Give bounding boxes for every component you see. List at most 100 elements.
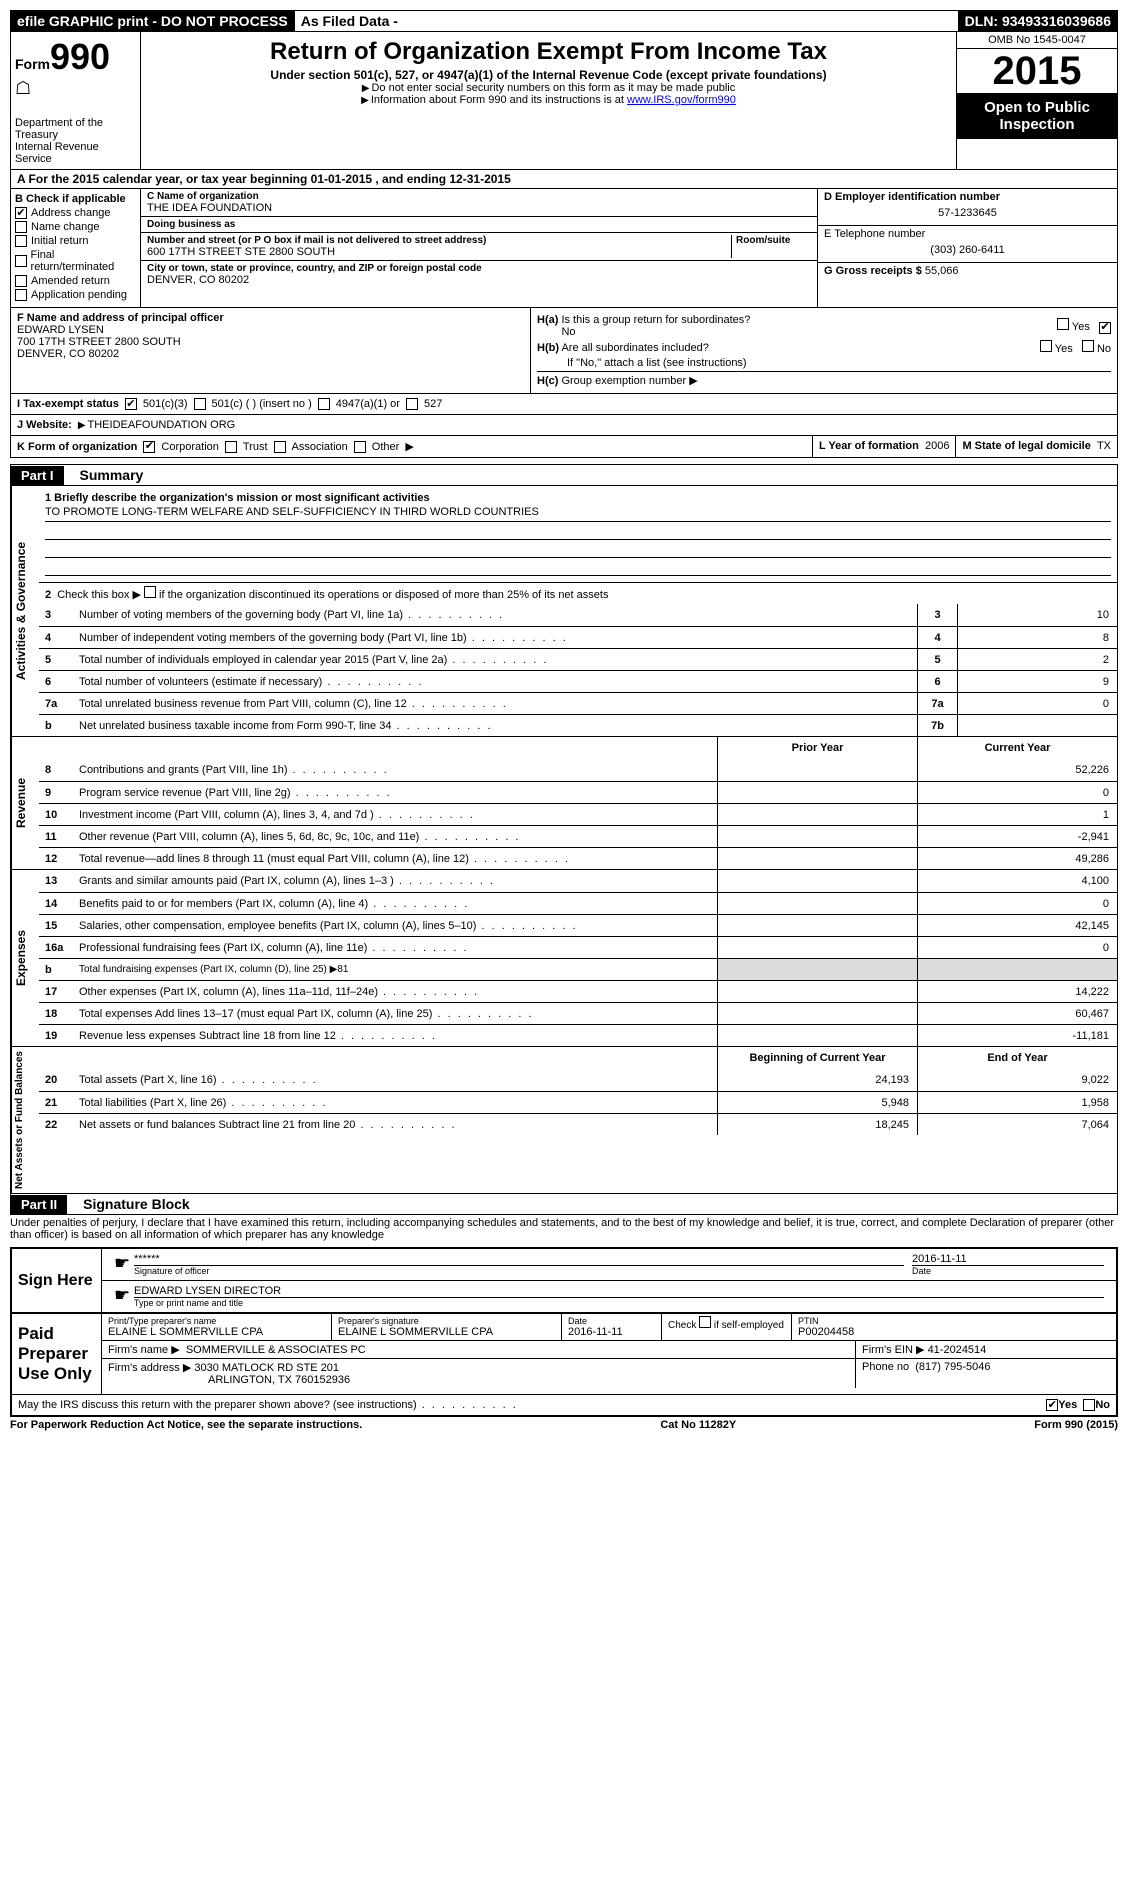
summary-line: 5 Total number of individuals employed i… [39,648,1117,670]
vtab-expenses: Expenses [11,870,39,1046]
discuss-no-cb[interactable] [1083,1399,1095,1411]
firm-addr2: ARLINGTON, TX 760152936 [108,1374,350,1386]
open-public: Open to Public Inspection [957,93,1117,139]
i-501c-cb[interactable] [194,398,206,410]
box-b-checkbox[interactable] [15,255,27,267]
firm-ein-label: Firm's EIN ▶ [862,1344,925,1356]
discuss-text: May the IRS discuss this return with the… [18,1399,1046,1411]
current-year-value: 0 [917,893,1117,914]
box-b-checkbox[interactable]: ✔ [15,207,27,219]
governance-block: Activities & Governance 1 Briefly descri… [10,486,1118,737]
part-ii-title: Signature Block [77,1194,196,1214]
sig-officer-label: Signature of officer [134,1265,904,1276]
ha-no-cb[interactable]: ✔ [1099,322,1111,334]
k-trust-cb[interactable] [225,441,237,453]
section-a-year: A For the 2015 calendar year, or tax yea… [10,170,1118,189]
ha-yes-cb[interactable] [1057,318,1069,330]
current-year-value: 7,064 [917,1114,1117,1135]
box-h: H(a) Is this a group return for subordin… [531,308,1117,393]
line-desc: Total unrelated business revenue from Pa… [73,696,917,712]
box-b-checkbox[interactable] [15,235,27,247]
paid-preparer-label: Paid Preparer Use Only [12,1314,102,1394]
current-year-value: 0 [917,937,1117,958]
line-number: 12 [39,851,73,867]
info-note: Information about Form 990 and its instr… [151,94,946,106]
hb-yes-cb[interactable] [1040,340,1052,352]
col-end-year: End of Year [917,1047,1117,1069]
firm-name-label: Firm's name ▶ [108,1344,180,1356]
summary-line: 8 Contributions and grants (Part VIII, l… [39,759,1117,781]
form-id-block: Form990 ☖ Department of the Treasury Int… [11,32,141,169]
firm-phone: (817) 795-5046 [915,1361,990,1373]
current-year-value: -11,181 [917,1025,1117,1046]
prep-name-label: Print/Type preparer's name [108,1316,325,1326]
line-value: 9 [957,671,1117,692]
box-b: B Check if applicable ✔Address changeNam… [11,189,141,307]
box-b-checkbox[interactable] [15,289,27,301]
efile-notice: efile GRAPHIC print - DO NOT PROCESS [11,11,295,31]
line-desc: Other revenue (Part VIII, column (A), li… [73,829,717,845]
discuss-row: May the IRS discuss this return with the… [12,1395,1116,1415]
tax-exempt-label: I Tax-exempt status [17,398,119,410]
i-527-cb[interactable] [406,398,418,410]
self-employed-cb[interactable] [699,1316,711,1328]
line-number: 21 [39,1095,73,1111]
box-b-item: Amended return [15,275,136,287]
part-i: Part I Summary [10,464,1118,486]
discuss-yes-cb[interactable]: ✔ [1046,1399,1058,1411]
prior-year-value [717,893,917,914]
summary-line: b Total fundraising expenses (Part IX, c… [39,958,1117,980]
omb-number: OMB No 1545-0047 [957,32,1117,49]
vtab-revenue: Revenue [11,737,39,869]
line-number: 16a [39,940,73,956]
line-desc: Total number of volunteers (estimate if … [73,674,917,690]
current-year-value: 42,145 [917,915,1117,936]
summary-line: 21 Total liabilities (Part X, line 26) 5… [39,1091,1117,1113]
expenses-block: Expenses 13 Grants and similar amounts p… [10,870,1118,1047]
box-i: I Tax-exempt status ✔ 501(c)(3) 501(c) (… [10,393,1118,414]
row-klm: K Form of organization ✔ Corporation Tru… [10,435,1118,458]
prep-sig-label: Preparer's signature [338,1316,555,1326]
prior-year-value [717,870,917,892]
prior-year-value [717,1003,917,1024]
current-year-value: 9,022 [917,1069,1117,1091]
box-b-checkbox[interactable] [15,275,27,287]
ein-value: 57-1233645 [824,203,1111,223]
box-b-item: Name change [15,221,136,233]
irs-link[interactable]: www.IRS.gov/form990 [627,94,736,106]
state-domicile-label: M State of legal domicile [962,440,1090,452]
officer-name: EDWARD LYSEN [17,324,524,336]
line-number: 8 [39,762,73,778]
ein-label: D Employer identification number [824,191,1111,203]
box-b-label: Initial return [31,235,88,247]
k-corp-cb[interactable]: ✔ [143,441,155,453]
firm-addr-label: Firm's address ▶ [108,1362,191,1374]
prior-year-value [717,959,917,980]
q2-cb[interactable] [144,586,156,598]
box-b-label: Application pending [31,289,127,301]
line-value: 8 [957,627,1117,648]
line-number: 22 [39,1117,73,1133]
summary-line: 4 Number of independent voting members o… [39,626,1117,648]
line-desc: Contributions and grants (Part VIII, lin… [73,762,717,778]
line-desc: Total number of individuals employed in … [73,652,917,668]
i-4947-cb[interactable] [318,398,330,410]
box-b-checkbox[interactable] [15,221,27,233]
line-number: 19 [39,1028,73,1044]
hb-no-cb[interactable] [1082,340,1094,352]
current-year-value: 49,286 [917,848,1117,869]
firm-addr1: 3030 MATLOCK RD STE 201 [194,1362,339,1374]
summary-line: 20 Total assets (Part X, line 16) 24,193… [39,1069,1117,1091]
as-filed: As Filed Data - [295,11,959,31]
k-assoc-cb[interactable] [274,441,286,453]
box-b-item: Initial return [15,235,136,247]
city-state-zip: DENVER, CO 80202 [147,274,811,286]
k-other-cb[interactable] [354,441,366,453]
line-box: 6 [917,671,957,692]
i-501c3-cb[interactable]: ✔ [125,398,137,410]
tax-year: 2015 [957,49,1117,93]
summary-line: 12 Total revenue—add lines 8 through 11 … [39,847,1117,869]
line-number: 13 [39,873,73,889]
sig-name: EDWARD LYSEN DIRECTOR [134,1285,1104,1297]
form-title-block: Return of Organization Exempt From Incom… [141,32,957,169]
